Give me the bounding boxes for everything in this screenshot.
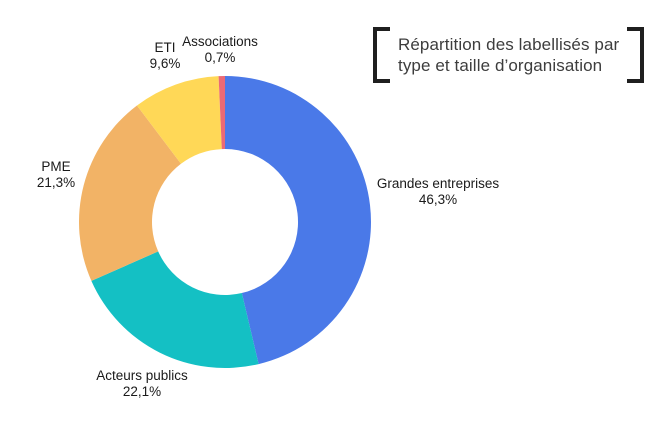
slice-name: PME: [41, 159, 71, 174]
chart-title: Répartition des labellisés par type et t…: [396, 27, 621, 83]
bracket-left-icon: [373, 27, 390, 83]
slice-pct: 9,6%: [149, 56, 181, 71]
donut-slice-associations: [218, 76, 225, 150]
donut-slice-acteurs-publics: [91, 251, 259, 368]
chart-title-line2: type et taille d’organisation: [398, 56, 603, 75]
donut-slice-grandes-entreprises: [225, 76, 371, 365]
donut-chart: [79, 76, 371, 368]
chart-title-box: Répartition des labellisés par type et t…: [373, 27, 645, 83]
slice-pct: 0,7%: [204, 50, 236, 65]
slice-name: Acteurs publics: [96, 368, 188, 383]
slice-label-pme: PME 21,3%: [16, 159, 96, 191]
donut-slice-eti: [136, 76, 222, 164]
donut-slice-pme: [79, 105, 181, 281]
slice-name: Grandes entreprises: [376, 176, 500, 191]
slice-label-grandes-entreprises: Grandes entreprises 46,3%: [363, 176, 513, 208]
slice-label-eti: ETI 9,6%: [125, 40, 205, 72]
slice-pct: 21,3%: [36, 175, 76, 190]
slice-pct: 22,1%: [122, 384, 162, 399]
slice-label-associations: Associations 0,7%: [170, 34, 270, 66]
bracket-right-icon: [627, 27, 645, 83]
slice-name: ETI: [154, 40, 176, 55]
slice-name: Associations: [182, 34, 258, 49]
slice-pct: 46,3%: [418, 192, 458, 207]
chart-title-line1: Répartition des labellisés par: [398, 35, 620, 54]
slice-label-acteurs-publics: Acteurs publics 22,1%: [67, 368, 217, 400]
